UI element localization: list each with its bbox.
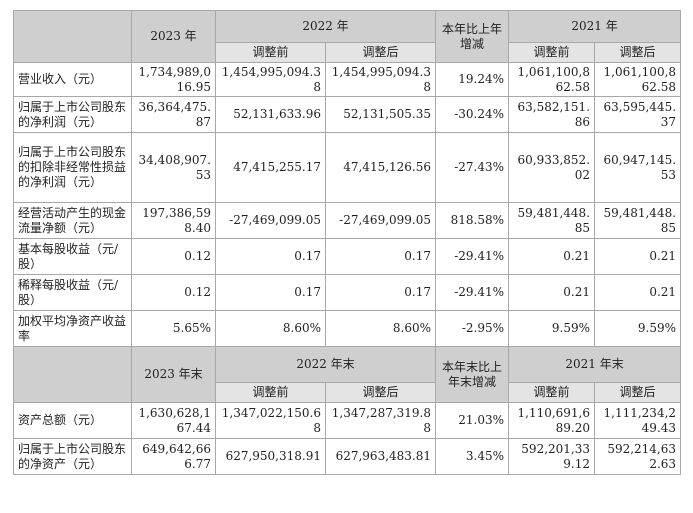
cell-2022-after: 0.17 bbox=[324, 274, 437, 311]
row-label: 营业收入（元） bbox=[13, 62, 132, 97]
cell-2021-before: 1,110,691,689.20 bbox=[508, 402, 596, 439]
row-label: 基本每股收益（元/股） bbox=[13, 238, 132, 275]
cell-2021-after: 59,481,448.85 bbox=[594, 202, 682, 239]
balance-section: 资产总额（元） 1,630,628,167.44 1,347,022,150.68 1… bbox=[13, 402, 682, 475]
header2-2022: 2022 年末 bbox=[214, 346, 437, 383]
cell-2021-after: 60,947,145.53 bbox=[594, 132, 682, 203]
row-label: 归属于上市公司股东的净资产（元） bbox=[13, 438, 132, 475]
cell-2021-before: 59,481,448.85 bbox=[508, 202, 596, 239]
cell-change: -29.41% bbox=[435, 238, 510, 275]
cell-2022-before: 47,415,255.17 bbox=[215, 132, 326, 203]
cell-2022-before: 1,347,022,150.68 bbox=[215, 402, 326, 439]
header-2021: 2021 年 bbox=[508, 10, 682, 43]
cell-2022-before: -27,469,099.05 bbox=[215, 202, 326, 239]
cell-2021-after: 9.59% bbox=[594, 310, 682, 347]
cell-2021-after: 1,111,234,249.43 bbox=[594, 402, 682, 439]
table-row: 经营活动产生的现金流量净额（元） 197,386,598.40 -27,469,09… bbox=[13, 202, 682, 239]
cell-2023: 36,364,475.87 bbox=[131, 96, 216, 133]
row-label: 稀释每股收益（元/股） bbox=[13, 274, 132, 311]
cell-2023: 0.12 bbox=[131, 274, 216, 311]
cell-2023: 34,408,907.53 bbox=[131, 132, 216, 203]
table-row: 稀释每股收益（元/股） 0.12 0.17 0.17 -29.41% 0.21 0.21 bbox=[13, 274, 682, 311]
cell-2021-before: 63,582,151.86 bbox=[508, 96, 596, 133]
header-2021-after: 调整后 bbox=[594, 42, 682, 63]
financial-data-table: 2023 年 2022 年 本年比上年增减 2021 年 调整前 调整后 调整前… bbox=[13, 10, 682, 475]
cell-2021-before: 60,933,852.02 bbox=[508, 132, 596, 203]
table-row: 基本每股收益（元/股） 0.12 0.17 0.17 -29.41% 0.21 0.21 bbox=[13, 238, 682, 275]
cell-2021-before: 0.21 bbox=[508, 238, 596, 275]
header-row-year: 2023 年 2022 年 本年比上年增减 2021 年 bbox=[13, 10, 682, 63]
row-label: 加权平均净资产收益率 bbox=[13, 310, 132, 347]
cell-2023: 197,386,598.40 bbox=[131, 202, 216, 239]
table-row: 资产总额（元） 1,630,628,167.44 1,347,022,150.68 1… bbox=[13, 402, 682, 439]
cell-2021-before: 9.59% bbox=[508, 310, 596, 347]
cell-2021-before: 1,061,100,862.58 bbox=[508, 62, 596, 97]
row-label: 经营活动产生的现金流量净额（元） bbox=[13, 202, 132, 239]
row-label: 归属于上市公司股东的净利润（元） bbox=[13, 96, 132, 133]
cell-2022-after: 1,347,287,319.88 bbox=[324, 402, 437, 439]
header2-2022-after: 调整后 bbox=[324, 382, 437, 403]
header-2022-before: 调整前 bbox=[215, 42, 326, 63]
cell-2022-before: 627,950,318.91 bbox=[215, 438, 326, 475]
cell-2022-after: 47,415,126.56 bbox=[324, 132, 437, 203]
cell-2021-before: 592,201,339.12 bbox=[508, 438, 596, 475]
header-2021-before: 调整前 bbox=[508, 42, 596, 63]
income-section: 营业收入（元） 1,734,989,016.95 1,454,995,094.38 1… bbox=[13, 62, 682, 347]
cell-change: 19.24% bbox=[435, 62, 510, 97]
cell-2023: 1,734,989,016.95 bbox=[131, 62, 216, 97]
header-change: 本年比上年增减 bbox=[435, 10, 510, 63]
header2-2021-after: 调整后 bbox=[594, 382, 682, 403]
header2-2021: 2021 年末 bbox=[508, 346, 682, 383]
cell-change: 3.45% bbox=[435, 438, 510, 475]
row-label: 资产总额（元） bbox=[13, 402, 132, 439]
table-row: 归属于上市公司股东的净利润（元） 36,364,475.87 52,131,633.… bbox=[13, 96, 682, 133]
cell-2021-after: 0.21 bbox=[594, 238, 682, 275]
header-empty-cell bbox=[13, 10, 132, 63]
header-2022: 2022 年 bbox=[214, 10, 437, 43]
cell-2022-before: 0.17 bbox=[215, 238, 326, 275]
cell-2021-before: 0.21 bbox=[508, 274, 596, 311]
header-2023: 2023 年 bbox=[131, 10, 216, 63]
cell-2021-after: 0.21 bbox=[594, 274, 682, 311]
cell-2021-after: 63,595,445.37 bbox=[594, 96, 682, 133]
cell-2023: 1,630,628,167.44 bbox=[131, 402, 216, 439]
cell-change: 818.58% bbox=[435, 202, 510, 239]
cell-2022-after: 0.17 bbox=[324, 238, 437, 275]
cell-2023: 649,642,666.77 bbox=[131, 438, 216, 475]
cell-2022-after: -27,469,099.05 bbox=[324, 202, 437, 239]
header-2022-after: 调整后 bbox=[324, 42, 437, 63]
cell-2022-before: 0.17 bbox=[215, 274, 326, 311]
cell-2022-after: 52,131,505.35 bbox=[324, 96, 437, 133]
cell-2022-after: 1,454,995,094.38 bbox=[324, 62, 437, 97]
cell-2022-before: 8.60% bbox=[215, 310, 326, 347]
cell-change: -2.95% bbox=[435, 310, 510, 347]
cell-change: -27.43% bbox=[435, 132, 510, 203]
table-row: 营业收入（元） 1,734,989,016.95 1,454,995,094.38 1… bbox=[13, 62, 682, 97]
cell-change: -30.24% bbox=[435, 96, 510, 133]
cell-2022-before: 1,454,995,094.38 bbox=[215, 62, 326, 97]
cell-change: -29.41% bbox=[435, 274, 510, 311]
cell-2022-before: 52,131,633.96 bbox=[215, 96, 326, 133]
cell-2021-after: 1,061,100,862.58 bbox=[594, 62, 682, 97]
header2-empty-cell bbox=[13, 346, 132, 403]
cell-2022-after: 8.60% bbox=[324, 310, 437, 347]
header-row-year-end: 2023 年末 2022 年末 本年末比上年末增减 2021 年末 bbox=[13, 346, 682, 403]
header2-change: 本年末比上年末增减 bbox=[435, 346, 510, 403]
table-row: 归属于上市公司股东的扣除非经常性损益的净利润（元） 34,408,907.53 47… bbox=[13, 132, 682, 203]
header2-2023: 2023 年末 bbox=[131, 346, 216, 403]
header2-2021-before: 调整前 bbox=[508, 382, 596, 403]
header2-2022-before: 调整前 bbox=[215, 382, 326, 403]
header-row-adjust: 调整前 调整后 调整前 调整后 bbox=[14, 42, 682, 63]
table-row: 归属于上市公司股东的净资产（元） 649,642,666.77 627,950,31… bbox=[13, 438, 682, 475]
cell-2023: 0.12 bbox=[131, 238, 216, 275]
row-label: 归属于上市公司股东的扣除非经常性损益的净利润（元） bbox=[13, 132, 132, 203]
cell-change: 21.03% bbox=[435, 402, 510, 439]
cell-2021-after: 592,214,632.63 bbox=[594, 438, 682, 475]
table-row: 加权平均净资产收益率 5.65% 8.60% 8.60% -2.95% 9.59% 9.59… bbox=[13, 310, 682, 347]
cell-2022-after: 627,963,483.81 bbox=[324, 438, 437, 475]
cell-2023: 5.65% bbox=[131, 310, 216, 347]
